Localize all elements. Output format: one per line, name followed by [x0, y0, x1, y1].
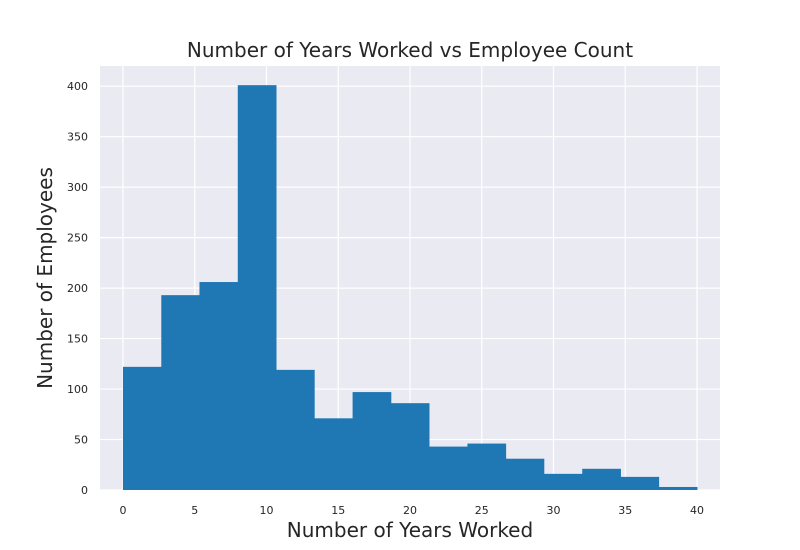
x-tick-label: 5 — [191, 504, 198, 517]
histogram-bar — [352, 392, 392, 490]
x-tick-label: 0 — [119, 504, 126, 517]
y-tick-label: 200 — [67, 282, 88, 295]
histogram-bar — [390, 403, 430, 490]
x-axis-label: Number of Years Worked — [287, 518, 533, 542]
y-tick-label: 350 — [67, 131, 88, 144]
histogram-bar — [237, 85, 277, 490]
histogram-bar — [161, 295, 200, 490]
x-tick-label: 20 — [403, 504, 417, 517]
y-axis-label: Number of Employees — [33, 167, 57, 389]
x-tick-label: 25 — [475, 504, 489, 517]
y-tick-labels: 0 50 100 150 200 250 300 350 400 — [67, 80, 88, 497]
y-tick-label: 150 — [67, 333, 88, 346]
histogram-bar — [199, 282, 239, 490]
histogram-bar — [658, 486, 698, 490]
histogram-bar — [122, 366, 162, 490]
y-tick-label: 400 — [67, 80, 88, 93]
histogram-bar — [543, 473, 583, 490]
histogram-bar — [467, 443, 507, 490]
histogram-bar — [276, 369, 315, 490]
y-tick-label: 50 — [74, 434, 88, 447]
histogram-bar — [620, 476, 660, 490]
x-tick-label: 40 — [690, 504, 704, 517]
x-tick-label: 30 — [547, 504, 561, 517]
y-tick-label: 250 — [67, 232, 88, 245]
x-tick-labels: 0 5 10 15 20 25 30 35 40 — [119, 504, 704, 517]
y-tick-label: 300 — [67, 181, 88, 194]
histogram-bars — [122, 85, 698, 490]
x-tick-label: 35 — [618, 504, 632, 517]
x-tick-label: 10 — [259, 504, 273, 517]
y-tick-label: 100 — [67, 383, 88, 396]
histogram-bar — [314, 418, 353, 490]
histogram-bar — [582, 468, 621, 490]
x-tick-label: 15 — [331, 504, 345, 517]
chart-title: Number of Years Worked vs Employee Count — [187, 38, 633, 62]
y-tick-label: 0 — [81, 484, 88, 497]
histogram-bar — [505, 458, 545, 490]
histogram-bar — [429, 446, 468, 490]
